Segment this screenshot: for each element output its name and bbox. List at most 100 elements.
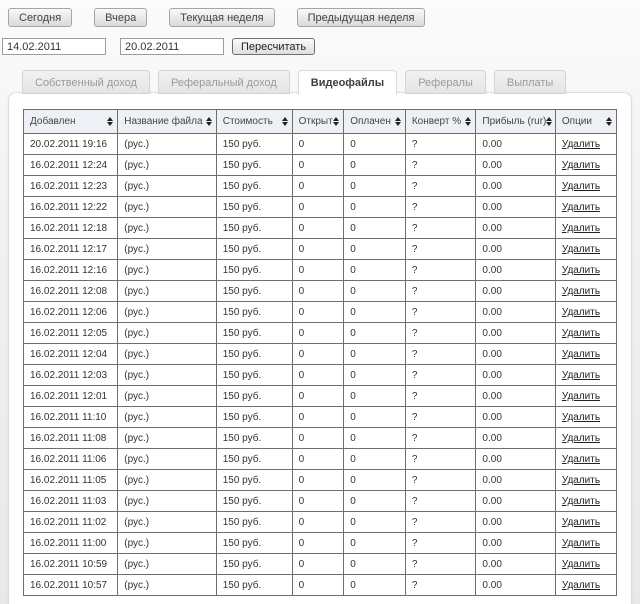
table-row: 16.02.2011 12:23 (рус.) 150 руб. 0 0? 0.00 Уда… bbox=[22, 175, 618, 197]
cell: 150 руб. bbox=[215, 259, 293, 281]
cell: 150 руб. bbox=[215, 133, 293, 155]
sort-icon[interactable] bbox=[205, 117, 212, 126]
cell: ? bbox=[404, 490, 477, 512]
cell: 16.02.2011 10:57 bbox=[22, 574, 119, 596]
delete-link[interactable]: Удалить bbox=[561, 411, 601, 423]
cell: 16.02.2011 11:02 bbox=[22, 511, 119, 533]
cell: 0 bbox=[343, 259, 406, 281]
column-header[interactable]: Конверт % bbox=[404, 109, 477, 134]
table-row: 16.02.2011 12:18 (рус.) 150 руб. 0 0? 0.00 Уда… bbox=[22, 217, 618, 239]
content-panel: Добавлен Название файла Стоимость Открыт bbox=[8, 92, 632, 604]
cell: 150 руб. bbox=[215, 427, 293, 449]
column-header[interactable]: Открыт bbox=[291, 109, 345, 134]
delete-link[interactable]: Удалить bbox=[561, 369, 601, 381]
cell: 150 руб. bbox=[215, 217, 293, 239]
cell: ? bbox=[404, 511, 477, 533]
quick-range-button[interactable]: Текущая неделя bbox=[169, 8, 275, 27]
cell: 150 руб. bbox=[215, 511, 293, 533]
cell: (рус.) bbox=[117, 469, 217, 491]
cell: 0 bbox=[291, 532, 345, 554]
options-cell: Удалить bbox=[554, 364, 618, 386]
cell: 0 bbox=[291, 196, 345, 218]
delete-link[interactable]: Удалить bbox=[561, 159, 601, 171]
delete-link[interactable]: Удалить bbox=[561, 285, 601, 297]
delete-link[interactable]: Удалить bbox=[561, 432, 601, 444]
cell: 0 bbox=[343, 175, 406, 197]
cell: 0 bbox=[291, 301, 345, 323]
cell: 150 руб. bbox=[215, 196, 293, 218]
cell: 0.00 bbox=[475, 364, 556, 386]
cell: 0.00 bbox=[475, 322, 556, 344]
tab-4[interactable]: Выплаты bbox=[493, 70, 567, 94]
cell: (рус.) bbox=[117, 280, 217, 302]
sort-icon[interactable] bbox=[333, 117, 340, 126]
delete-link[interactable]: Удалить bbox=[561, 222, 601, 234]
cell: ? bbox=[404, 196, 477, 218]
cell: 0.00 bbox=[475, 469, 556, 491]
cell: 0 bbox=[291, 406, 345, 428]
cell: 16.02.2011 12:06 bbox=[22, 301, 119, 323]
delete-link[interactable]: Удалить bbox=[561, 495, 601, 507]
column-header[interactable]: Добавлен bbox=[22, 109, 119, 134]
quick-range-button[interactable]: Сегодня bbox=[8, 8, 73, 27]
cell: 0 bbox=[343, 301, 406, 323]
cell: 0 bbox=[291, 343, 345, 365]
column-header[interactable]: Прибыль (rur) bbox=[475, 109, 556, 134]
delete-link[interactable]: Удалить bbox=[561, 306, 601, 318]
cell: 16.02.2011 11:00 bbox=[22, 532, 119, 554]
tab-3[interactable]: Рефералы bbox=[405, 70, 486, 94]
cell: 16.02.2011 12:05 bbox=[22, 322, 119, 344]
delete-link[interactable]: Удалить bbox=[561, 516, 601, 528]
sort-icon[interactable] bbox=[394, 117, 401, 126]
delete-link[interactable]: Удалить bbox=[561, 453, 601, 465]
delete-link[interactable]: Удалить bbox=[561, 264, 601, 276]
cell: 0.00 bbox=[475, 280, 556, 302]
delete-link[interactable]: Удалить bbox=[561, 138, 601, 150]
delete-link[interactable]: Удалить bbox=[561, 348, 601, 360]
recalculate-button[interactable]: Пересчитать bbox=[232, 38, 316, 55]
table-row: 16.02.2011 12:05 (рус.) 150 руб. 0 0? 0.00 Уда… bbox=[22, 322, 618, 344]
delete-link[interactable]: Удалить bbox=[561, 180, 601, 192]
cell: 0 bbox=[343, 574, 406, 596]
cell: 150 руб. bbox=[215, 175, 293, 197]
delete-link[interactable]: Удалить bbox=[561, 327, 601, 339]
delete-link[interactable]: Удалить bbox=[561, 243, 601, 255]
cell: (рус.) bbox=[117, 427, 217, 449]
column-header[interactable]: Название файла bbox=[117, 109, 217, 134]
column-header-label: Стоимость bbox=[222, 116, 273, 127]
table-row: 16.02.2011 11:08 (рус.) 150 руб. 0 0? 0.00 Уда… bbox=[22, 427, 618, 449]
column-header[interactable]: Стоимость bbox=[215, 109, 293, 134]
delete-link[interactable]: Удалить bbox=[561, 390, 601, 402]
delete-link[interactable]: Удалить bbox=[561, 558, 601, 570]
delete-link[interactable]: Удалить bbox=[561, 474, 601, 486]
date-from-input[interactable] bbox=[2, 38, 106, 55]
cell: 150 руб. bbox=[215, 406, 293, 428]
cell: (рус.) bbox=[117, 322, 217, 344]
options-cell: Удалить bbox=[554, 154, 618, 176]
table-row: 16.02.2011 12:22 (рус.) 150 руб. 0 0? 0.00 Уда… bbox=[22, 196, 618, 218]
column-header[interactable]: Опции bbox=[554, 109, 618, 134]
cell: 16.02.2011 12:23 bbox=[22, 175, 119, 197]
delete-link[interactable]: Удалить bbox=[561, 201, 601, 213]
cell: 0.00 bbox=[475, 448, 556, 470]
cell: 150 руб. bbox=[215, 280, 293, 302]
sort-icon[interactable] bbox=[465, 117, 472, 126]
cell: 0 bbox=[343, 133, 406, 155]
sort-icon[interactable] bbox=[546, 117, 553, 126]
options-cell: Удалить bbox=[554, 238, 618, 260]
cell: 0 bbox=[291, 154, 345, 176]
column-header[interactable]: Оплачен bbox=[343, 109, 406, 134]
quick-range-button[interactable]: Вчера bbox=[94, 8, 148, 27]
date-to-input[interactable] bbox=[120, 38, 224, 55]
tab-1[interactable]: Реферальный доход bbox=[157, 70, 290, 94]
delete-link[interactable]: Удалить bbox=[561, 579, 601, 591]
quick-range-button[interactable]: Предыдущая неделя bbox=[296, 8, 426, 27]
sort-icon[interactable] bbox=[281, 117, 288, 126]
sort-icon[interactable] bbox=[606, 117, 612, 126]
cell: 0.00 bbox=[475, 259, 556, 281]
cell: 0 bbox=[291, 448, 345, 470]
tab-active[interactable]: Видеофайлы bbox=[297, 70, 398, 95]
sort-icon[interactable] bbox=[107, 117, 114, 126]
tab-0[interactable]: Собственный доход bbox=[22, 70, 150, 94]
delete-link[interactable]: Удалить bbox=[561, 537, 601, 549]
